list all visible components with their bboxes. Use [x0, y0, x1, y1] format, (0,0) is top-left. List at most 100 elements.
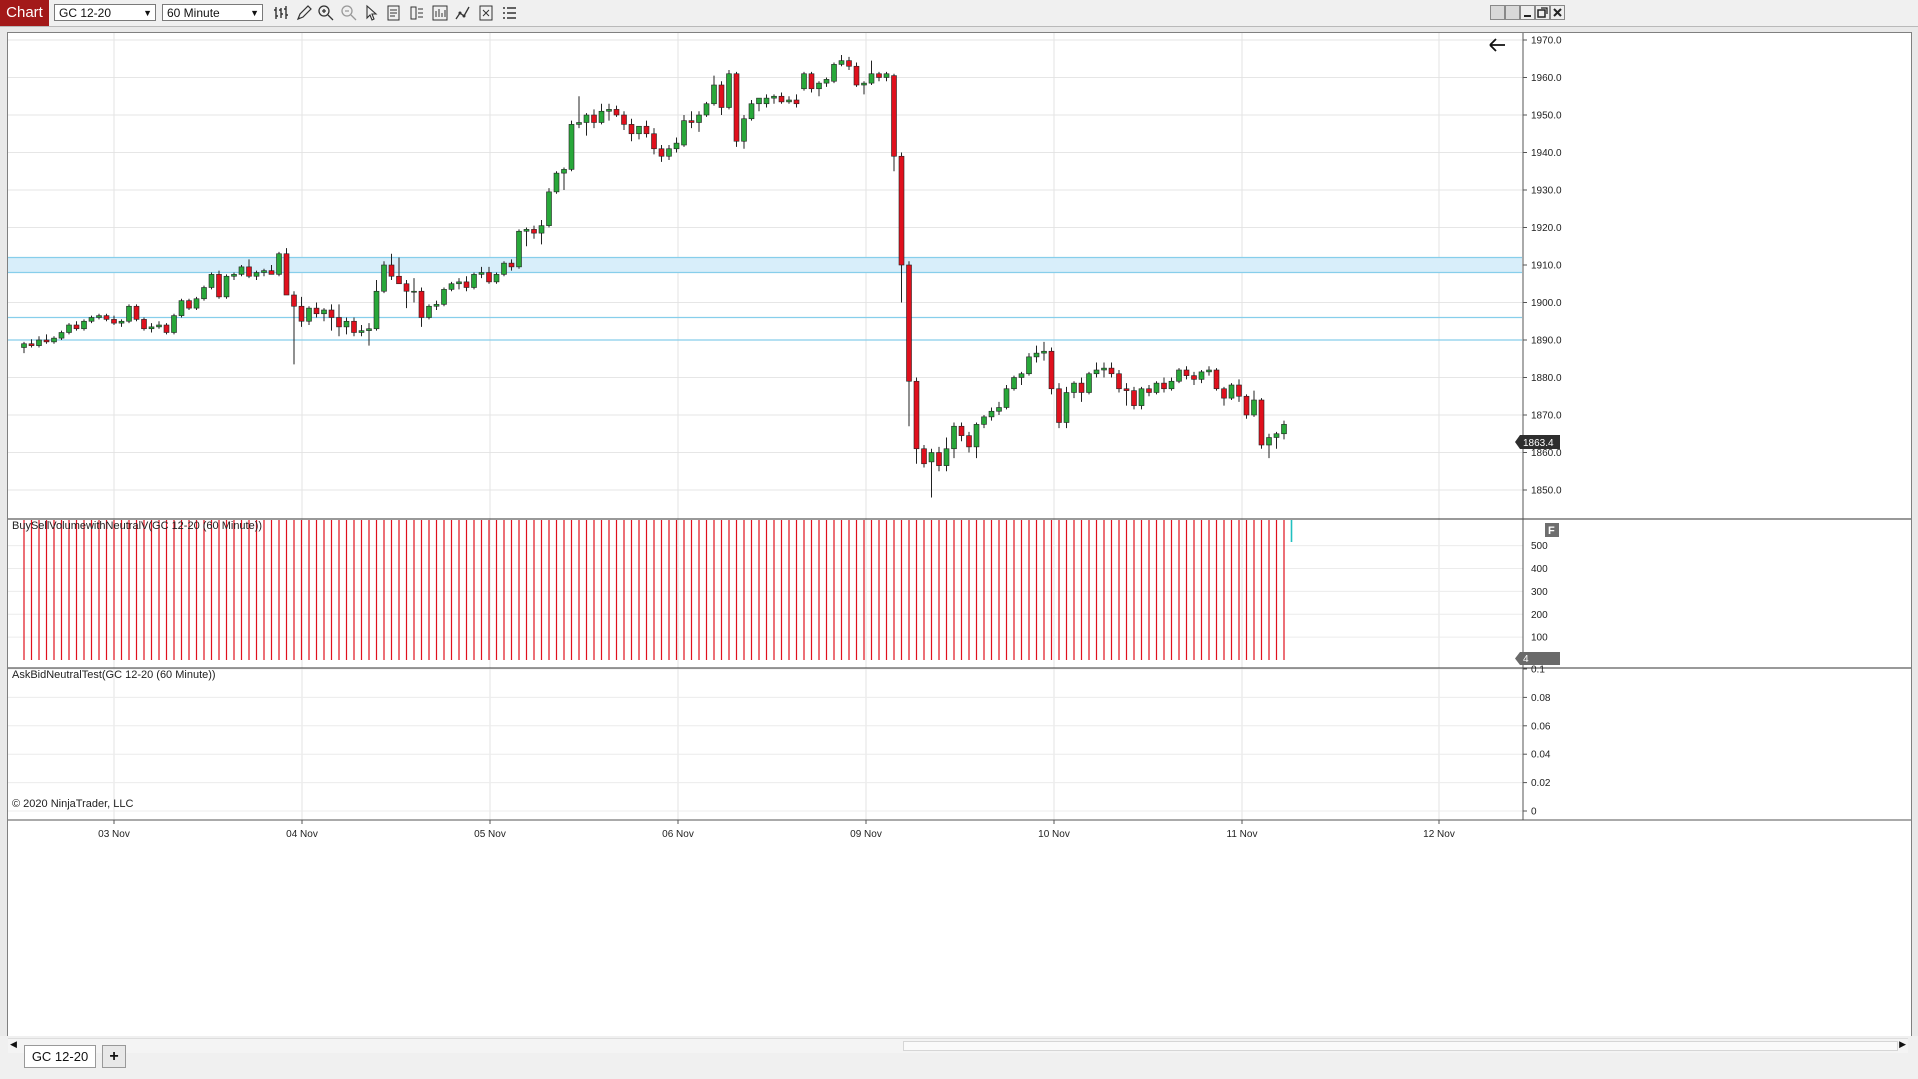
candle[interactable]	[51, 336, 57, 344]
scroll-right-icon[interactable]: ▶	[1899, 1039, 1906, 1049]
candle[interactable]	[493, 272, 500, 284]
candle[interactable]	[433, 300, 440, 310]
candle[interactable]	[201, 285, 207, 301]
candle[interactable]	[103, 313, 110, 322]
candle[interactable]	[1153, 381, 1160, 395]
candle[interactable]	[1093, 362, 1100, 378]
candle[interactable]	[186, 298, 192, 310]
candle[interactable]	[1198, 370, 1205, 384]
candle[interactable]	[21, 341, 27, 354]
candle[interactable]	[411, 278, 417, 303]
candle[interactable]	[58, 330, 65, 340]
candle[interactable]	[996, 401, 1002, 415]
candle[interactable]	[1206, 366, 1212, 376]
candle[interactable]	[1071, 381, 1077, 399]
candle[interactable]	[351, 317, 357, 337]
candle[interactable]	[73, 321, 80, 331]
candle[interactable]	[643, 120, 650, 138]
chart-trader-icon[interactable]	[408, 4, 426, 22]
minimize-button[interactable]	[1520, 5, 1535, 20]
candle[interactable]	[148, 323, 155, 333]
candle[interactable]	[778, 92, 785, 104]
candle[interactable]	[666, 145, 672, 160]
candle[interactable]	[403, 280, 410, 309]
candle[interactable]	[328, 304, 335, 331]
candle[interactable]	[988, 407, 995, 421]
candle[interactable]	[966, 431, 972, 453]
candle[interactable]	[1168, 377, 1175, 391]
candle[interactable]	[43, 334, 50, 344]
candle[interactable]	[36, 336, 42, 348]
candle[interactable]	[1063, 386, 1070, 429]
candle[interactable]	[486, 266, 492, 284]
candle[interactable]	[88, 315, 95, 324]
templates-icon[interactable]	[500, 4, 518, 22]
candle[interactable]	[426, 304, 432, 320]
candle[interactable]	[951, 422, 957, 459]
candle[interactable]	[681, 115, 687, 147]
restore-button[interactable]	[1535, 5, 1550, 20]
candle[interactable]	[268, 265, 275, 275]
candle[interactable]	[658, 145, 665, 162]
candle[interactable]	[291, 291, 297, 365]
window-tile-button[interactable]	[1490, 5, 1505, 20]
candle[interactable]	[373, 280, 380, 331]
candle[interactable]	[1101, 362, 1107, 378]
candle[interactable]	[508, 259, 515, 271]
instrument-selector[interactable]: GC 12-20 ▼	[54, 4, 156, 21]
candle[interactable]	[313, 302, 320, 318]
candle[interactable]	[223, 274, 230, 299]
candle[interactable]	[1258, 398, 1265, 449]
candle[interactable]	[958, 422, 965, 442]
candle[interactable]	[801, 71, 807, 91]
candle[interactable]	[156, 321, 162, 329]
candle[interactable]	[261, 268, 267, 277]
candle[interactable]	[711, 75, 717, 106]
candle[interactable]	[471, 272, 477, 290]
candle[interactable]	[763, 94, 770, 108]
candle[interactable]	[1273, 431, 1280, 449]
candle[interactable]	[1251, 390, 1257, 417]
candle[interactable]	[1108, 362, 1115, 378]
candle[interactable]	[1183, 366, 1190, 380]
candle[interactable]	[651, 128, 657, 155]
candle[interactable]	[28, 339, 35, 348]
bar-type-icon[interactable]	[272, 4, 290, 22]
candle[interactable]	[366, 323, 372, 346]
candle[interactable]	[208, 272, 215, 290]
candle[interactable]	[576, 96, 582, 129]
candle[interactable]	[696, 111, 702, 132]
candle[interactable]	[96, 313, 102, 320]
candle[interactable]	[1078, 377, 1085, 402]
candle[interactable]	[396, 257, 402, 285]
candle[interactable]	[741, 115, 747, 149]
candle[interactable]	[786, 96, 792, 104]
candle[interactable]	[756, 97, 762, 112]
candle[interactable]	[748, 100, 755, 121]
properties-icon[interactable]	[477, 4, 495, 22]
candle[interactable]	[853, 62, 860, 87]
add-tab-button[interactable]: +	[102, 1045, 126, 1068]
candle[interactable]	[1146, 385, 1152, 397]
candle[interactable]	[1243, 394, 1250, 419]
chart-canvas[interactable]: 1970.0 1960.0 1950.0 1940.0 1930.0 1920.0 1910…	[8, 33, 1911, 1036]
candle[interactable]	[1131, 386, 1137, 410]
candle[interactable]	[726, 70, 732, 110]
candle[interactable]	[943, 437, 950, 472]
candle[interactable]	[141, 317, 147, 331]
scroll-left-icon[interactable]: ◀	[10, 1039, 17, 1049]
candle[interactable]	[118, 319, 125, 327]
candle[interactable]	[808, 71, 815, 93]
candle[interactable]	[673, 137, 680, 153]
candle[interactable]	[516, 229, 522, 269]
candle[interactable]	[561, 167, 567, 191]
candle[interactable]	[1266, 433, 1272, 459]
candle[interactable]	[793, 94, 800, 108]
candle[interactable]	[553, 171, 560, 194]
candle[interactable]	[1003, 385, 1010, 410]
candle[interactable]	[568, 120, 575, 172]
candle[interactable]	[1221, 386, 1227, 406]
candle[interactable]	[1138, 386, 1145, 410]
candle[interactable]	[343, 317, 350, 335]
candle[interactable]	[238, 265, 245, 277]
